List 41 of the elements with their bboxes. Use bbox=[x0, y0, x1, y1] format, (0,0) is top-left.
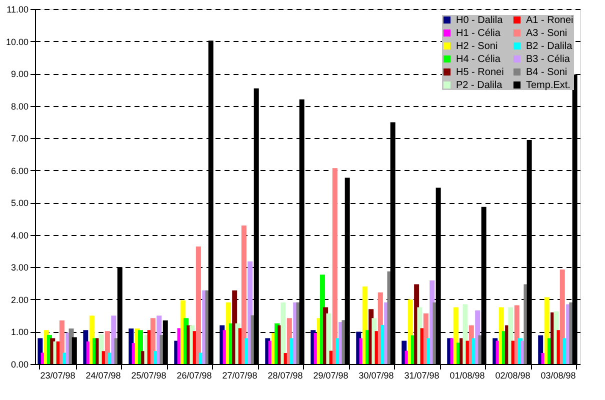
legend-label: P2 - Dalila bbox=[456, 80, 503, 91]
y-tick-label: 11.00 bbox=[6, 4, 28, 14]
y-tick-label: 1.00 bbox=[10, 327, 28, 338]
bar bbox=[332, 168, 338, 364]
bar bbox=[280, 302, 286, 364]
y-tick-label: 2.00 bbox=[10, 294, 28, 305]
legend-label: H0 - Dalila bbox=[456, 15, 504, 26]
bar bbox=[326, 313, 332, 364]
x-tick-label: 30/07/98 bbox=[358, 370, 394, 380]
y-tick-label: 9.00 bbox=[10, 69, 28, 80]
y-tick-label: 6.00 bbox=[10, 166, 28, 176]
legend-label: A3 - Soni bbox=[526, 28, 568, 39]
y-tick-label: 8.00 bbox=[10, 101, 28, 112]
legend-label: A1 - Ronei bbox=[526, 15, 574, 26]
x-tick-label: 26/07/98 bbox=[176, 370, 212, 380]
legend-label: B4 - Soni bbox=[526, 67, 568, 78]
legend-label: H1 - Célia bbox=[456, 28, 501, 39]
y-tick-label: 5.00 bbox=[10, 198, 28, 208]
y-tick-label: 10.00 bbox=[6, 36, 28, 47]
legend-label: Temp.Ext. bbox=[526, 80, 570, 91]
y-tick-label: 4.00 bbox=[10, 230, 28, 240]
x-tick-label: 28/07/98 bbox=[268, 370, 303, 380]
y-tick-label: 3.00 bbox=[10, 262, 28, 273]
legend-label: H5 - Ronei bbox=[456, 67, 504, 78]
y-tick-label: 0.00 bbox=[10, 360, 28, 370]
x-tick-label: 24/07/98 bbox=[86, 370, 121, 380]
x-tick-label: 02/08/98 bbox=[495, 370, 530, 380]
legend-label: H4 - Célia bbox=[456, 54, 501, 65]
legend-label: B3 - Célia bbox=[526, 54, 570, 65]
legend-label: B2 - Dalila bbox=[526, 41, 573, 52]
legend-label: H2 - Soni bbox=[456, 41, 498, 52]
x-tick-label: 01/08/98 bbox=[450, 370, 485, 380]
x-tick-label: 31/07/98 bbox=[404, 370, 440, 380]
x-tick-label: 25/07/98 bbox=[131, 370, 166, 380]
bar bbox=[196, 246, 201, 364]
x-tick-label: 27/07/98 bbox=[222, 370, 258, 380]
x-tick-label: 29/07/98 bbox=[313, 370, 348, 380]
bar bbox=[241, 226, 246, 364]
x-tick-label: 23/07/98 bbox=[40, 370, 76, 380]
y-tick-label: 7.00 bbox=[10, 134, 28, 144]
x-tick-label: 03/08/98 bbox=[540, 370, 576, 380]
